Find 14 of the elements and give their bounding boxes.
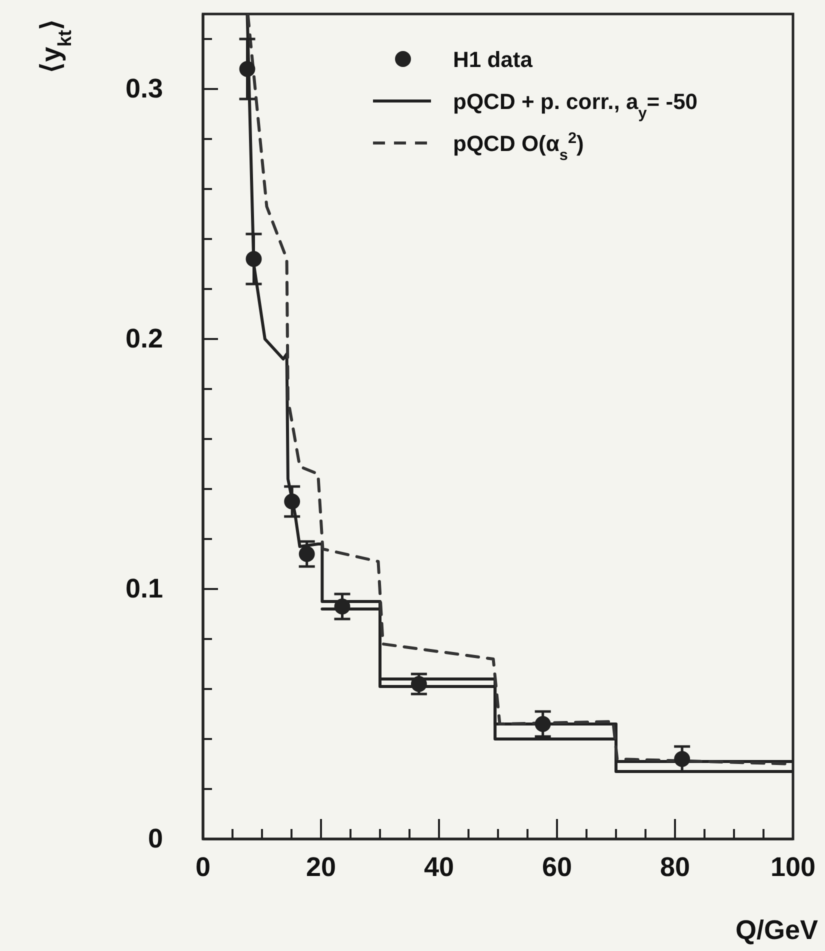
x-tick-label: 0 [195,852,211,882]
legend-label: H1 data [453,47,534,72]
legend-label: pQCD O(α$_{s}$$^{2}$) [453,130,584,164]
x-axis-title: Q/GeV [735,915,818,945]
x-tick-label: 20 [306,852,336,882]
y-tick-label: 0.1 [125,574,163,604]
x-tick-label: 40 [424,852,454,882]
legend-label: pQCD + p. corr., a$_{y}$= -50 [453,89,698,122]
y-tick-label: 0.3 [125,74,163,104]
y-tick-label: 0 [148,824,163,854]
x-tick-label: 60 [542,852,572,882]
x-tick-label: 100 [770,852,816,882]
x-tick-label: 80 [660,852,690,882]
y-tick-label: 0.2 [125,324,163,354]
